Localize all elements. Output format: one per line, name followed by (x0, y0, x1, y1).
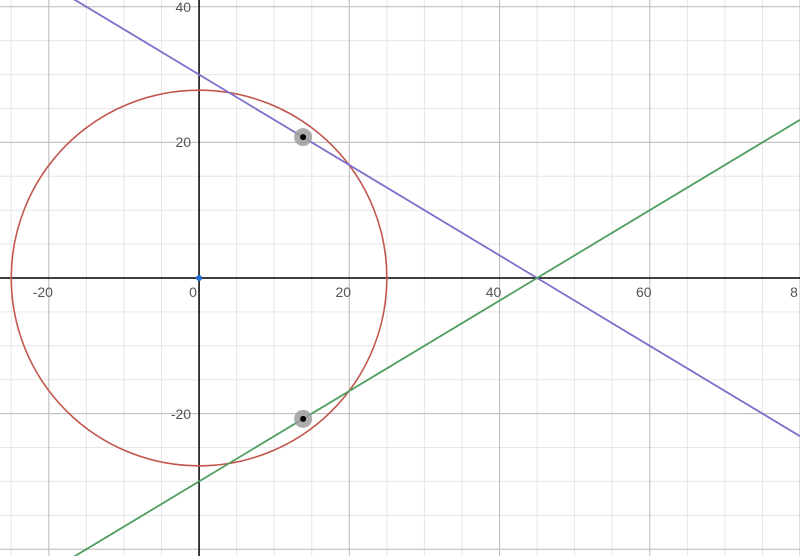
coordinate-plot[interactable]: -20 0 20 40 60 8 -20 20 40 (0, 0, 800, 556)
plot-svg (0, 0, 800, 556)
x-tick-label: 40 (486, 284, 502, 300)
y-tick-label: 40 (175, 0, 191, 15)
y-tick-label: 20 (175, 134, 191, 150)
x-tick-label: 60 (636, 284, 652, 300)
x-tick-label-edge: 8 (790, 284, 798, 300)
x-tick-label: 0 (189, 284, 197, 300)
y-tick-label: -20 (171, 406, 191, 422)
x-tick-label: 20 (335, 284, 351, 300)
x-tick-label: -20 (33, 284, 53, 300)
